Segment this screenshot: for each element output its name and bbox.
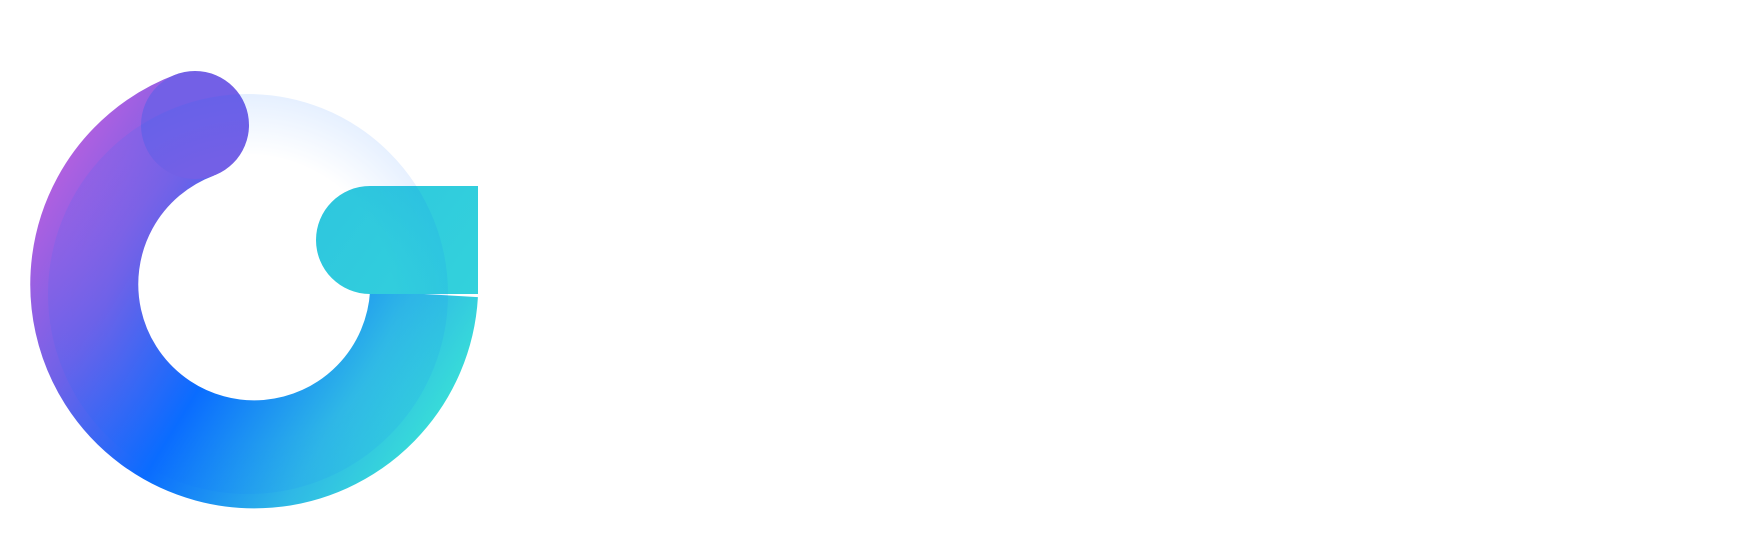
circular-arrow-logo-icon: [30, 71, 478, 509]
blank-whitespace: [500, 0, 1750, 542]
logo-glow: [48, 94, 448, 494]
